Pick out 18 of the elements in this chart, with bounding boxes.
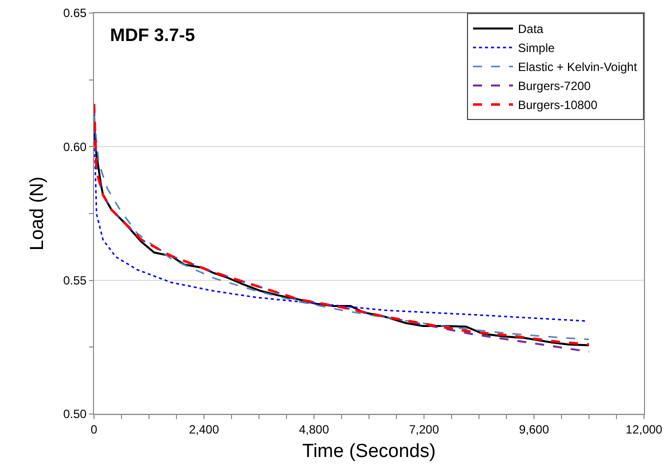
x-tick-label: 7,200 <box>408 422 440 436</box>
x-tick-label: 12,000 <box>626 422 663 436</box>
y-tick-label: 0.65 <box>63 6 87 20</box>
x-axis-title: Time (Seconds) <box>302 441 436 462</box>
text: MDF 3.7-5 <box>110 25 196 45</box>
y-tick-label: 0.50 <box>63 407 87 422</box>
x-tick-label: 0 <box>90 422 98 436</box>
legend-label: Elastic + Kelvin-Voight <box>518 60 638 74</box>
x-tick-label: 4,800 <box>298 422 330 436</box>
legend-label: Burgers-10800 <box>518 98 598 112</box>
x-tick-label: 9,600 <box>518 422 550 436</box>
legend-label: Data <box>518 22 544 36</box>
legend-label: Simple <box>518 41 556 56</box>
x-tick-label: 2,400 <box>188 422 220 436</box>
y-tick-label: 0.60 <box>63 140 87 154</box>
legend-label: Burgers-7200 <box>518 79 592 94</box>
y-axis-title: Load (N) <box>27 176 48 250</box>
y-tick-label: 0.55 <box>63 274 87 288</box>
